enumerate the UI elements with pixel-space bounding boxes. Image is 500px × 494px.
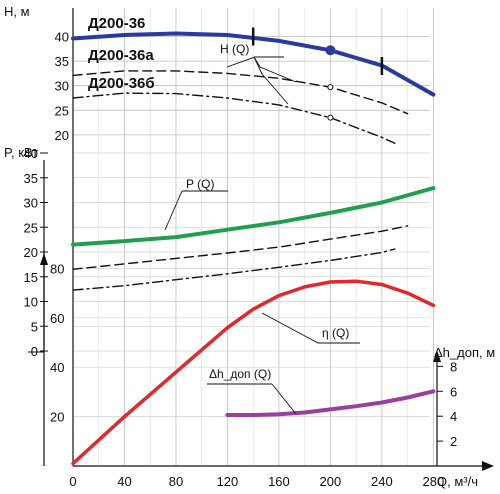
axes: 0 40 80 120 160 200 240 28020253035400510152025… [24, 8, 494, 489]
pump-name-1: Д200-36 [88, 15, 145, 32]
npsh-tick-label: 6 [450, 384, 457, 399]
power-series-line-1 [71, 186, 436, 247]
x-tick-label: 0 [69, 474, 76, 489]
curve-marker [327, 114, 334, 121]
head-tick-label: 25 [55, 103, 69, 118]
x-tick-label: 200 [320, 474, 342, 489]
curves [71, 27, 436, 466]
power-tick-label: 30 [24, 196, 38, 211]
npsh-tick-label: 8 [450, 359, 457, 374]
power-tick-label: 25 [24, 220, 38, 235]
x-tick-label: 80 [169, 474, 183, 489]
npsh-curve-label: Δh_доп (Q) [209, 367, 271, 381]
label-leader-line [271, 383, 297, 415]
x-axis-arrow [482, 461, 494, 471]
head-series-line-3 [72, 92, 396, 145]
efficiency-series-line-1 [71, 279, 436, 466]
npsh-tick-label: 2 [450, 434, 457, 449]
head-series-line-2 [72, 70, 409, 115]
label-leader-line [164, 190, 183, 231]
efficiency-curve-label: η (Q) [322, 326, 349, 340]
efficiency-tick-label: 60 [50, 311, 64, 326]
x-tick-label: 120 [217, 474, 239, 489]
power-curve-label: P (Q) [186, 177, 214, 191]
power-tick-label: 0 [31, 344, 38, 359]
x-tick-label: 240 [371, 474, 393, 489]
x-axis-label: Q, м³/ч [437, 474, 478, 489]
power-tick-label: 35 [24, 171, 38, 186]
head-curve-label: H (Q) [220, 42, 249, 56]
label-leader-line [261, 312, 319, 344]
labels: H, м P, кВт Q, м³/ч Δh_доп, м Д200-36 Д2… [4, 4, 495, 489]
label-leader-line [253, 56, 289, 105]
x-tick-label: 160 [268, 474, 290, 489]
head-axis-label: H, м [4, 4, 30, 19]
efficiency-tick-label: 20 [50, 410, 64, 425]
pump-name-3: Д200-36б [88, 75, 155, 92]
power-tick-label: 5 [31, 319, 38, 334]
power-tick-label: 40 [24, 146, 38, 161]
efficiency-axis-arrow [40, 253, 48, 265]
power-tick-label: 20 [24, 245, 38, 260]
efficiency-tick-label: 40 [50, 360, 64, 375]
npsh-series-line-1 [225, 389, 436, 417]
head-tick-label: 20 [55, 128, 69, 143]
x-tick-label: 280 [423, 474, 445, 489]
power-axis-label: P, кВт [4, 145, 38, 160]
label-leader-line [226, 56, 284, 68]
power-tick-label: 15 [24, 270, 38, 285]
x-tick-label: 40 [117, 474, 131, 489]
power-tick-label: 10 [24, 295, 38, 310]
power-series-line-2 [72, 225, 409, 270]
head-tick-label: 30 [55, 79, 69, 94]
efficiency-tick-label: 80 [50, 261, 64, 276]
npsh-tick-label: 4 [450, 409, 457, 424]
head-tick-label: 35 [55, 54, 69, 69]
power-series-line-3 [72, 248, 396, 291]
npsh-axis-arrow [433, 350, 441, 362]
npsh-axis-label: Δh_доп, м [434, 345, 495, 360]
head-tick-label: 40 [55, 30, 69, 45]
operating-point [325, 45, 336, 56]
pump-name-2: Д200-36а [88, 47, 154, 64]
curve-marker [327, 84, 334, 91]
